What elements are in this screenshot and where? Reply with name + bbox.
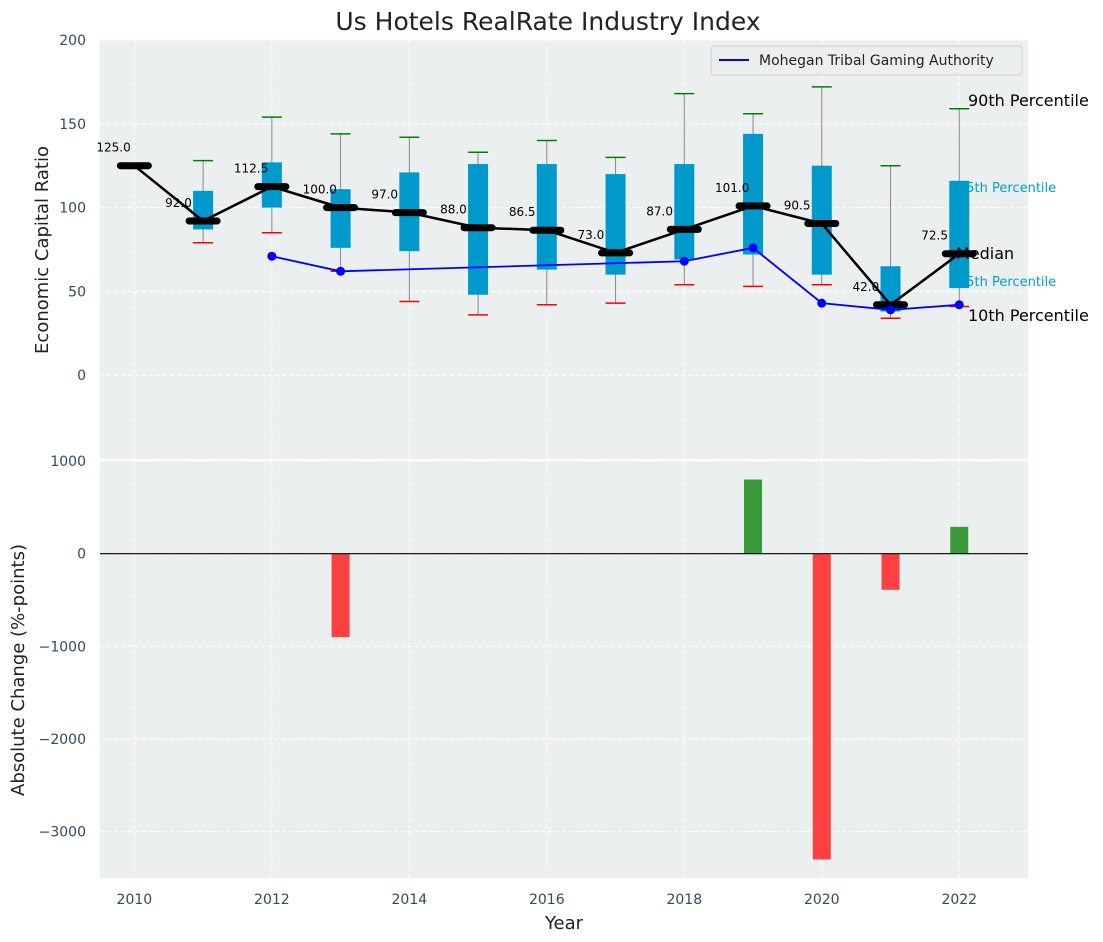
median-value-label: 101.0	[715, 181, 749, 195]
company-point	[886, 305, 896, 315]
top-plot-area	[100, 40, 1028, 459]
iqr-box	[605, 174, 626, 275]
legend-box	[710, 45, 1023, 76]
company-point	[817, 298, 827, 308]
top-y-tick-label: 200	[59, 33, 86, 49]
change-bars	[331, 479, 969, 860]
top-y-tick-label: 100	[59, 201, 86, 217]
top-y-tick-label: 50	[68, 284, 86, 300]
median-value-label: 100.0	[303, 183, 337, 197]
median-value-label: 87.0	[646, 204, 673, 218]
label-10th-percentile: 10th Percentile	[968, 306, 1089, 325]
bottom-y-axis-title: Absolute Change (%-points)	[8, 544, 29, 796]
median-value-label: 97.0	[371, 188, 398, 202]
iqr-box	[536, 164, 557, 270]
x-tick-label: 2022	[941, 892, 977, 908]
x-tick-label: 2012	[254, 892, 290, 908]
median-series	[116, 162, 977, 309]
legend: Mohegan Tribal Gaming Authority	[710, 45, 1023, 76]
chart-title: Us Hotels RealRate Industry Index	[335, 7, 760, 36]
label-25th-percentile: 25th Percentile	[958, 275, 1056, 290]
company-point	[679, 256, 689, 266]
median-value-label: 86.5	[509, 205, 536, 219]
change-bar	[812, 553, 831, 860]
iqr-box	[330, 189, 351, 248]
x-tick-labels: 2010 2012 2014 2016 2018 2020 2022	[117, 892, 978, 908]
x-tick-label: 2010	[117, 892, 153, 908]
median-value-labels: 125.0 92.0 112.5 100.0 97.0 88.0 86.5 73.0 87.0 1…	[96, 141, 948, 294]
company-point	[954, 300, 964, 310]
company-point	[336, 266, 346, 276]
x-tick-label: 2014	[392, 892, 428, 908]
median-value-label: 112.5	[234, 162, 268, 176]
change-bar	[950, 526, 969, 554]
iqr-box	[743, 133, 764, 255]
median-value-label: 42.0	[853, 280, 880, 294]
x-tick-label: 2018	[666, 892, 702, 908]
top-y-tick-label: 0	[77, 368, 86, 384]
label-75th-percentile: 75th Percentile	[958, 181, 1056, 196]
company-series	[267, 243, 964, 315]
company-point	[748, 243, 758, 253]
median-value-label: 90.5	[784, 199, 811, 213]
median-value-label: 73.0	[578, 228, 605, 242]
median-value-label: 92.0	[165, 196, 192, 210]
company-point	[267, 251, 277, 261]
median-value-label: 88.0	[440, 203, 467, 217]
label-90th-percentile: 90th Percentile	[968, 91, 1089, 110]
bottom-y-tick-label: 1000	[50, 454, 86, 470]
top-y-tick-labels: 0 50 100 150 200	[59, 33, 86, 384]
top-y-axis-title: Economic Capital Ratio	[32, 146, 53, 354]
median-value-label: 125.0	[96, 141, 130, 155]
median-value-label: 72.5	[921, 229, 948, 243]
iqr-box	[674, 164, 695, 260]
x-axis-title: Year	[544, 913, 584, 934]
bottom-y-tick-label: −2000	[39, 732, 86, 748]
bottom-y-tick-label: −1000	[39, 639, 86, 655]
legend-company-label: Mohegan Tribal Gaming Authority	[759, 53, 994, 69]
top-gridlines	[100, 39, 1028, 459]
label-median: Median	[956, 244, 1014, 263]
x-tick-label: 2016	[529, 892, 565, 908]
bottom-y-tick-label: 0	[77, 547, 86, 563]
change-bar	[881, 553, 900, 590]
percentile-band-labels: 90th Percentile 75th Percentile Median 2…	[956, 91, 1089, 325]
x-tick-label: 2020	[804, 892, 840, 908]
change-bar	[331, 553, 350, 638]
top-y-tick-label: 150	[59, 117, 86, 133]
bottom-y-tick-label: −3000	[39, 825, 86, 841]
change-bar	[744, 479, 763, 554]
iqr-box	[949, 180, 970, 289]
bottom-plot-area	[100, 461, 1028, 878]
bottom-y-tick-labels: −3000 −2000 −1000 0 1000	[39, 454, 86, 841]
